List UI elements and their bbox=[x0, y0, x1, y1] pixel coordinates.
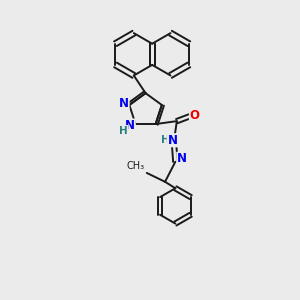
Text: N: N bbox=[119, 97, 129, 110]
Text: N: N bbox=[167, 134, 177, 147]
Text: CH₃: CH₃ bbox=[126, 161, 144, 172]
Text: H: H bbox=[161, 135, 170, 145]
Text: O: O bbox=[190, 109, 200, 122]
Text: N: N bbox=[177, 152, 187, 165]
Text: H: H bbox=[119, 125, 128, 136]
Text: N: N bbox=[125, 119, 135, 132]
